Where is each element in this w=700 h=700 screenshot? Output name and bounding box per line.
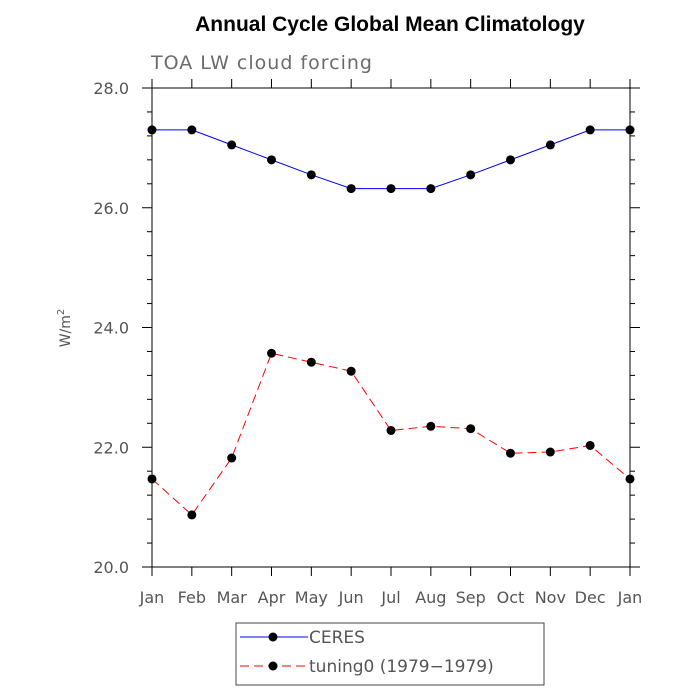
data-point [625,125,635,135]
y-tick-label: 20.0 [93,558,129,577]
plot-frame [151,87,631,568]
data-point [426,421,436,431]
legend-label: CERES [309,628,365,648]
legend-box [235,622,545,686]
data-point [585,440,595,450]
chart-title: Annual Cycle Global Mean Climatology [195,13,585,36]
x-tick-label: Jul [380,588,400,607]
data-point [426,184,436,194]
data-point [227,140,237,150]
x-tick-label: Oct [497,588,525,607]
data-point [227,453,237,463]
legend-entry: CERES [240,628,365,648]
data-point [187,125,197,135]
x-tick-label: Feb [178,588,206,607]
legend-marker [268,632,278,642]
data-point [147,125,157,135]
x-tick-label: Nov [535,588,566,607]
y-tick-label: 28.0 [93,79,129,98]
data-point [147,474,157,484]
y-tick-label: 24.0 [93,319,129,338]
data-point [346,366,356,376]
x-tick-label: Jan [139,588,165,607]
y-axis-label: W/m2 [56,309,74,348]
data-point [386,425,396,435]
legend-label: tuning0 (1979−1979) [309,657,494,677]
x-tick-label: Aug [415,588,446,607]
data-point [506,155,515,165]
data-point [386,184,396,194]
x-tick-label: Jan [617,588,643,607]
data-point [545,140,555,150]
data-point [466,170,476,180]
chart-subtitle: TOA LW cloud forcing [150,52,373,74]
y-axis-label-superscript: 2 [56,309,67,315]
y-tick-label: 26.0 [93,199,129,218]
data-point [545,447,555,457]
data-point [187,510,197,520]
data-point [585,125,595,135]
x-tick-label: Apr [258,588,286,607]
legend-entry: tuning0 (1979−1979) [240,657,494,677]
data-point [625,474,635,484]
x-tick-label: Jun [338,588,364,607]
x-tick-label: Mar [217,588,248,607]
series-line [152,129,630,190]
data-point [306,357,316,367]
data-point [306,170,316,180]
data-point [267,155,276,165]
data-point [506,448,515,458]
x-tick-label: Sep [456,588,486,607]
data-point [466,424,476,434]
series-ceres [147,125,635,194]
x-tick-label: Dec [575,588,606,607]
series-tuning0 [147,348,635,520]
y-tick-label: 22.0 [93,438,129,457]
chart-legend: CERES tuning0 (1979−1979) [235,622,545,686]
data-point [267,348,276,358]
x-tick-label: May [295,588,328,607]
data-point [346,184,356,194]
legend-marker [268,661,278,671]
y-axis-label-text: W/m [58,315,74,347]
